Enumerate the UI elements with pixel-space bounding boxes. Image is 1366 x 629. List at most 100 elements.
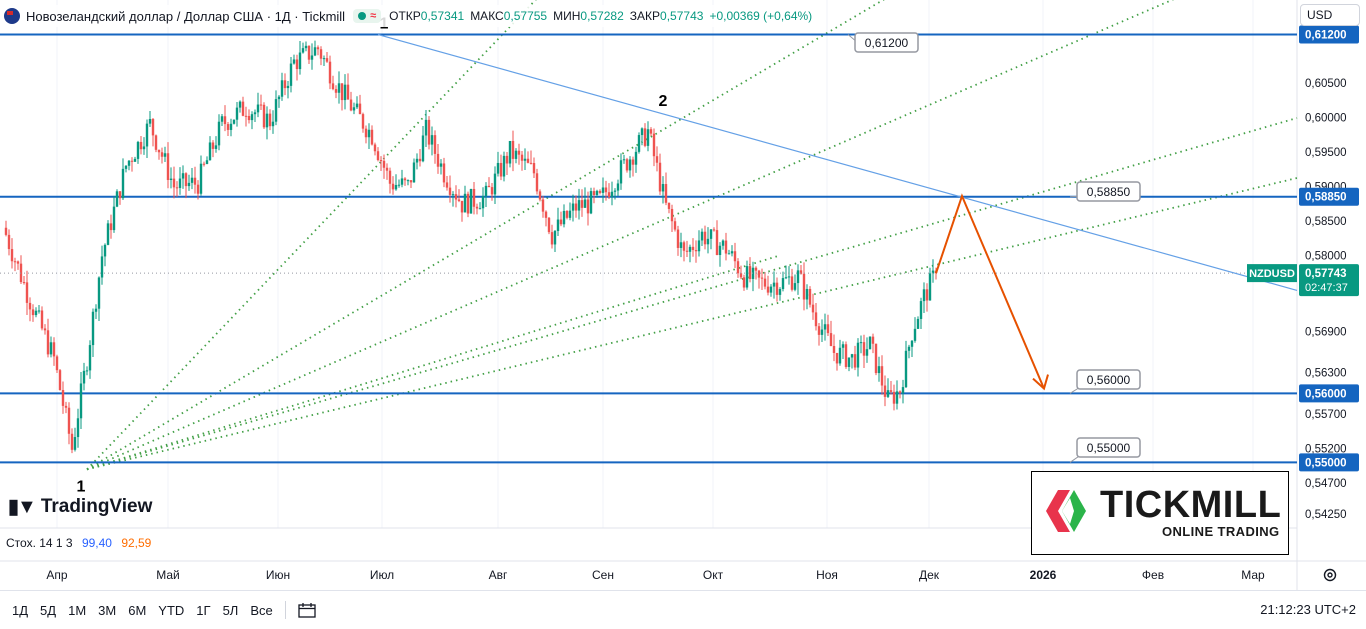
- candle-body: [547, 217, 551, 233]
- candle-body: [808, 288, 812, 305]
- calendar-goto-icon[interactable]: [298, 602, 316, 618]
- timeframe-button[interactable]: YTD: [158, 602, 185, 618]
- symbol-tag-bg: [1247, 264, 1297, 283]
- price-label-tag: [1299, 187, 1359, 206]
- close-value: 0,57743: [660, 9, 704, 23]
- candle-body: [199, 163, 203, 194]
- candle-body: [412, 162, 416, 183]
- last-price-label: 0,57743: [1305, 268, 1347, 280]
- candle-body: [367, 129, 371, 138]
- timeframe-button[interactable]: 3М: [98, 602, 117, 618]
- candle-body: [856, 342, 860, 368]
- candle-body: [157, 149, 161, 153]
- market-status-pill[interactable]: ≈: [353, 9, 382, 23]
- candle-body: [247, 115, 251, 121]
- candle-body: [907, 346, 911, 351]
- open-label: ОТКР: [389, 9, 421, 23]
- time-tick-label: Апр: [46, 568, 68, 582]
- candle-body: [58, 370, 62, 391]
- candle-body: [148, 118, 152, 124]
- candle-body: [346, 84, 350, 100]
- descending-trendline: [377, 33, 1298, 292]
- tradingview-logo-icon: ▮▼: [8, 496, 37, 518]
- timeframe-button[interactable]: 1Г: [196, 602, 211, 618]
- timeframe-button[interactable]: 1Д: [12, 602, 29, 618]
- candle-body: [514, 150, 518, 159]
- toolbar-divider: [284, 601, 286, 619]
- candle-body: [202, 163, 206, 165]
- candle-body: [745, 266, 749, 288]
- candle-body: [220, 116, 224, 122]
- candle-body: [97, 277, 101, 309]
- candle-body: [286, 85, 290, 89]
- candle-body: [787, 276, 791, 278]
- candle-body: [541, 199, 545, 212]
- candle-body: [292, 59, 296, 64]
- candle-body: [154, 135, 158, 150]
- gann-fan-lines: [86, 0, 1298, 471]
- timeframe-button[interactable]: 5Л: [222, 602, 239, 618]
- callout-label: 0,56000: [1087, 373, 1131, 387]
- candle-body: [709, 229, 713, 239]
- candle-body: [268, 113, 272, 127]
- candle-body: [196, 184, 200, 194]
- candle-body: [535, 173, 539, 192]
- timeframe-button[interactable]: Все: [250, 602, 273, 618]
- candle-body: [37, 310, 41, 312]
- candle-body: [385, 167, 389, 171]
- low-value: 0,57282: [580, 9, 624, 23]
- candle-body: [895, 391, 899, 404]
- candle-body: [376, 151, 380, 161]
- candle-body: [223, 116, 227, 125]
- candle-body: [352, 107, 356, 111]
- callout-box: [1076, 369, 1141, 390]
- candle-body: [523, 158, 527, 161]
- candle-body: [910, 340, 914, 347]
- candle-body: [730, 251, 734, 254]
- price-tick-label: 0,58500: [1305, 216, 1347, 228]
- wave-label: 2: [659, 93, 668, 110]
- settings-gear-icon[interactable]: [1321, 566, 1339, 584]
- tradingview-watermark: ▮▼ TradingView: [8, 494, 152, 519]
- candle-body: [64, 405, 68, 408]
- candle-body: [112, 206, 116, 231]
- candle-body: [322, 58, 326, 60]
- candle-body: [358, 103, 362, 115]
- stochastic-legend[interactable]: Стох. 14 1 3 99,40 92,59: [6, 536, 151, 550]
- price-tick-label: 0,54250: [1305, 509, 1347, 521]
- candle-body: [607, 192, 611, 197]
- candle-body: [262, 104, 266, 128]
- candle-body: [259, 104, 263, 106]
- symbol-title[interactable]: Новозеландский доллар / Доллар США · 1Д …: [26, 8, 346, 24]
- stochastic-d-value: 92,59: [121, 536, 152, 550]
- candle-body: [790, 276, 794, 290]
- candle-body: [310, 55, 314, 60]
- candle-body: [508, 140, 512, 164]
- symbol-header[interactable]: Новозеландский доллар / Доллар США · 1Д …: [4, 5, 825, 27]
- candle-body: [343, 84, 347, 101]
- candle-body: [853, 354, 857, 368]
- candle-body: [304, 45, 308, 49]
- candle-body: [94, 308, 98, 312]
- price-tick-label: 0,60500: [1305, 78, 1347, 90]
- timeframe-button[interactable]: 1М: [68, 602, 87, 618]
- candle-body: [583, 199, 587, 208]
- currency-selector[interactable]: USD: [1300, 4, 1360, 26]
- candle-body: [829, 333, 833, 347]
- candle-body: [550, 232, 554, 245]
- candle-body: [817, 326, 821, 335]
- candle-body: [328, 61, 332, 84]
- candle-body: [430, 135, 434, 145]
- candle-body: [493, 173, 497, 195]
- candle-body: [922, 289, 926, 302]
- candle-body: [301, 48, 305, 53]
- candle-body: [349, 99, 353, 111]
- candle-body: [100, 256, 104, 278]
- timeframe-button[interactable]: 6М: [128, 602, 147, 618]
- callout-box: [1076, 437, 1141, 458]
- timeframe-button[interactable]: 5Д: [40, 602, 57, 618]
- candle-body: [427, 119, 431, 145]
- price-tick-label: 0,58000: [1305, 250, 1347, 262]
- utc-clock[interactable]: 21:12:23 UTC+2: [1260, 602, 1356, 617]
